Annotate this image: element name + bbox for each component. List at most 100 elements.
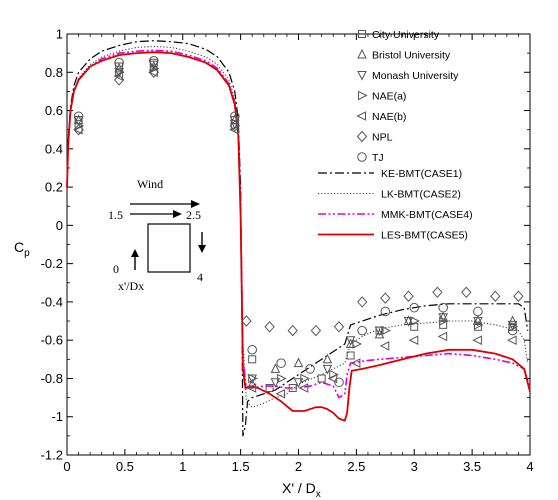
data-point-nae-a (410, 316, 420, 326)
series-line-mmk-bmt-case4 (66, 49, 531, 399)
data-point-npl (380, 292, 391, 304)
inset-label-1-5: 1.5 (108, 208, 123, 222)
data-point-nae-a (329, 369, 339, 380)
data-point-npl (333, 321, 345, 333)
legend-marker-monash-university (357, 71, 367, 81)
data-point-nae-b (275, 388, 286, 399)
y-tick-label: -0.2 (41, 256, 63, 271)
plot-frame (66, 33, 531, 456)
data-point-npl (148, 66, 159, 79)
axis-ticks: 0 0.5 1 1.5 2 2.5 3 3.5 4 1 0.8 0.6 0.4 0.2 0 -0.2 -0.4 -… (41, 27, 534, 475)
legend-label-nae-a: NAE(a) (372, 91, 406, 103)
legend-label-city-university: City University (372, 29, 440, 41)
data-point-nae-a (74, 121, 85, 131)
data-point-npl (461, 286, 472, 299)
plot-area (66, 33, 531, 456)
data-point-nae-a (508, 321, 519, 332)
data-point-npl (113, 74, 125, 86)
data-point-nae-b (408, 335, 419, 346)
legend-label-npl: NPL (372, 132, 393, 144)
data-point-tj (73, 111, 84, 122)
legend-marker-nae-b (356, 111, 366, 121)
y-tick-label: -1 (51, 409, 63, 424)
data-point-npl (357, 296, 368, 308)
data-point-tj (230, 111, 240, 122)
data-point-nae-a (277, 373, 287, 384)
marker-series-city-university (74, 58, 517, 393)
legend-label-lk-bmt-case2: LK-BMT(CASE2) (381, 189, 461, 201)
data-point-tj (114, 57, 124, 68)
data-point-bristol-university (270, 363, 281, 373)
y-tick-label: 0.2 (45, 180, 63, 195)
inset-axis-label: x'/Dx (118, 279, 144, 293)
wind-inset: Wind 1.5 2.5 0 4 x'/Dx (108, 177, 206, 293)
marker-series-monash-university (73, 60, 518, 388)
data-point-npl (403, 290, 414, 302)
data-point-tj (276, 358, 286, 368)
data-point-city-university (265, 384, 274, 393)
legend-marker-nae-a (358, 90, 368, 101)
data-point-npl (310, 324, 322, 337)
y-tick-label: -0.8 (41, 371, 63, 386)
data-point-nae-b (506, 335, 517, 346)
data-point-nae-a (352, 339, 363, 349)
data-point-nae-b (229, 124, 239, 135)
legend-label-mmk-bmt-case4: MMK-BMT(CASE4) (381, 209, 473, 221)
legend-marker-bristol-university (357, 48, 367, 59)
line-series-group (66, 40, 531, 437)
marker-series-group (72, 55, 524, 399)
data-point-npl (490, 290, 501, 302)
legend-label-monash-university: Monash University (372, 70, 459, 82)
data-point-tj (409, 302, 420, 313)
data-point-tj (380, 306, 391, 317)
legend-label-bristol-university: Bristol University (372, 50, 451, 62)
legend: City University Bristol University Monash … (318, 29, 473, 242)
x-tick-label: 3.5 (463, 459, 481, 474)
legend-marker-tj (357, 152, 367, 162)
data-point-npl (264, 321, 275, 333)
y-tick-label: 0 (56, 218, 63, 233)
data-point-monash-university (247, 374, 258, 385)
series-line-les-bmt-case5 (66, 51, 531, 422)
data-point-tj (247, 344, 257, 355)
legend-label-les-bmt-case5: LES-BMT(CASE5) (381, 230, 468, 242)
data-point-bristol-university (322, 353, 333, 364)
x-tick-label: 1 (179, 459, 186, 474)
data-point-tj (357, 325, 367, 336)
data-point-npl (287, 324, 298, 337)
data-point-nae-a (149, 63, 160, 74)
inset-label-4: 4 (197, 270, 203, 284)
x-tick-label: 3 (411, 459, 418, 474)
data-point-city-university (248, 355, 257, 364)
data-point-npl (229, 120, 240, 132)
y-tick-label: 1 (56, 27, 63, 42)
data-point-nae-a (248, 373, 258, 384)
data-point-nae-a (473, 320, 484, 330)
inset-label-0: 0 (113, 262, 119, 276)
data-point-tj (507, 325, 518, 336)
data-point-nae-a (439, 316, 449, 326)
legend-label-ke-bmt-case1: KE-BMT(CASE1) (381, 168, 462, 180)
data-point-nae-a (230, 121, 241, 131)
data-point-monash-university (322, 364, 333, 375)
data-point-city-university (288, 384, 297, 393)
legend-marker-npl (356, 130, 368, 143)
inset-wind-arrowhead-top (191, 200, 200, 208)
legend-label-tj: TJ (372, 152, 384, 164)
y-tick-label: -0.4 (41, 294, 63, 309)
y-tick-label: -1.2 (41, 448, 63, 463)
data-point-nae-a (300, 373, 310, 384)
y-tick-label: 0.6 (45, 103, 63, 118)
data-point-bristol-university (114, 62, 124, 73)
data-point-npl (513, 290, 524, 302)
y-tick-label: 0.8 (45, 65, 63, 80)
x-tick-label: 0 (63, 459, 70, 474)
data-point-npl (432, 286, 443, 299)
data-point-city-university (317, 374, 326, 383)
data-point-nae-b (298, 383, 309, 393)
x-tick-label: 2 (295, 459, 302, 474)
x-tick-label: 1.5 (232, 459, 250, 474)
series-line-ke-bmt-case1 (66, 40, 529, 437)
data-point-tj (149, 55, 159, 66)
data-point-nae-b (148, 67, 158, 78)
